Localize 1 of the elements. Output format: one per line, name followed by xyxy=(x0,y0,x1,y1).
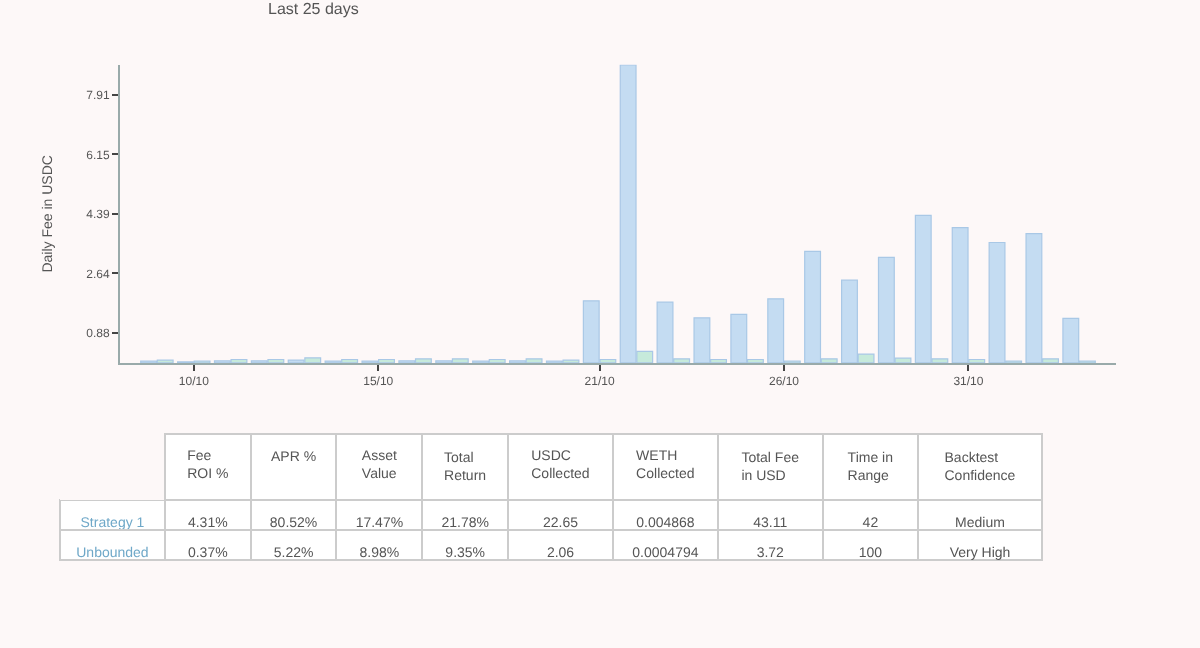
text: Last 25 days xyxy=(268,0,359,18)
